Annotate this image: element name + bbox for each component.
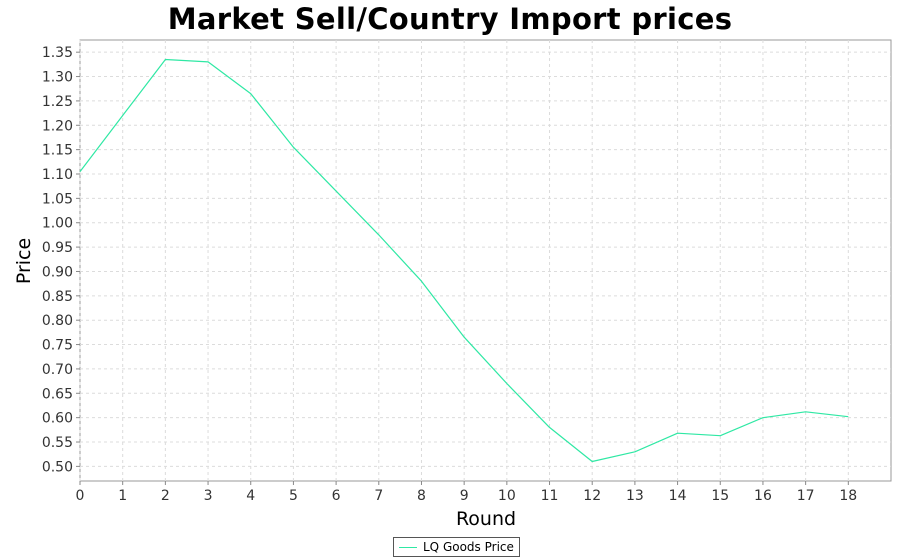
- y-tick-label: 0.85: [42, 289, 73, 305]
- plot-background: [79, 39, 892, 482]
- series-line-lq-goods-price: [79, 58, 849, 463]
- x-tick-label: 7: [374, 488, 383, 504]
- y-tick-label: 1.25: [42, 94, 73, 110]
- y-tick-label: 0.55: [42, 435, 73, 451]
- x-tick-label: 15: [711, 488, 729, 504]
- x-tick-label: 17: [797, 488, 815, 504]
- y-tick-label: 1.00: [42, 216, 73, 232]
- y-tick-label: 0.80: [42, 313, 73, 329]
- x-tick-label: 18: [839, 488, 857, 504]
- y-tick-label: 1.15: [42, 143, 73, 159]
- tick-marks: [76, 51, 849, 485]
- x-tick-label: 2: [161, 488, 170, 504]
- legend-swatch: [399, 546, 417, 548]
- legend: LQ Goods Price: [393, 537, 520, 557]
- y-tick-label: 1.30: [42, 70, 73, 86]
- x-tick-label: 10: [498, 488, 516, 504]
- y-tick-label: 0.50: [42, 459, 73, 475]
- grid-lines: [79, 40, 891, 481]
- y-tick-label: 1.10: [42, 167, 73, 183]
- x-tick-label: 11: [541, 488, 559, 504]
- x-tick-label: 4: [246, 488, 255, 504]
- x-tick-label: 12: [583, 488, 601, 504]
- x-tick-label: 6: [332, 488, 341, 504]
- legend-label: LQ Goods Price: [423, 540, 514, 554]
- y-tick-label: 1.05: [42, 191, 73, 207]
- tick-labels: 0.50 0.55 0.60 0.65 0.70 0.75 0.80 0.85 0.90 0.95…: [42, 45, 857, 504]
- x-tick-label: 1: [118, 488, 127, 504]
- x-axis-label: Round: [456, 508, 516, 530]
- x-tick-label: 13: [626, 488, 644, 504]
- y-tick-label: 0.90: [42, 264, 73, 280]
- y-tick-label: 1.35: [42, 45, 73, 61]
- y-tick-label: 0.75: [42, 338, 73, 354]
- x-tick-label: 3: [204, 488, 213, 504]
- series-layer: [79, 58, 849, 463]
- x-tick-label: 14: [669, 488, 687, 504]
- x-tick-label: 8: [417, 488, 426, 504]
- x-tick-label: 5: [289, 488, 298, 504]
- x-tick-label: 16: [754, 488, 772, 504]
- y-tick-label: 0.70: [42, 362, 73, 378]
- y-tick-label: 0.65: [42, 386, 73, 402]
- x-tick-label: 0: [76, 488, 85, 504]
- y-tick-label: 1.20: [42, 118, 73, 134]
- y-tick-label: 0.95: [42, 240, 73, 256]
- chart-title: Market Sell/Country Import prices: [167, 2, 733, 36]
- y-axis-label: Price: [13, 238, 35, 284]
- y-tick-label: 0.60: [42, 411, 73, 427]
- x-tick-label: 9: [460, 488, 469, 504]
